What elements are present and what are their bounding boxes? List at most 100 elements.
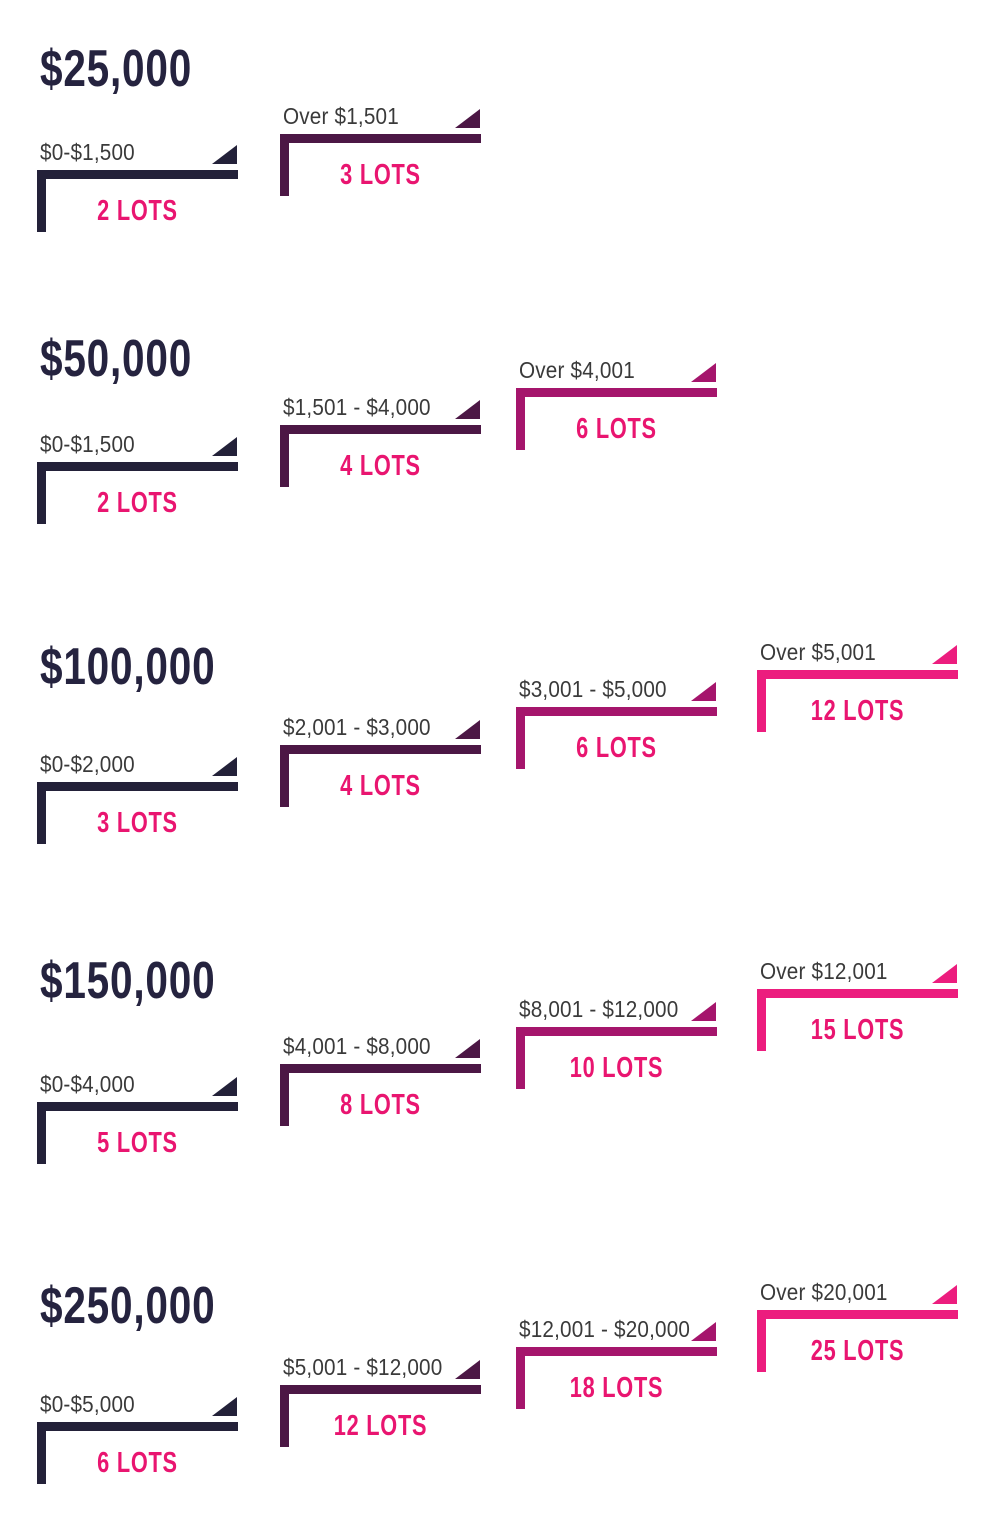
triangle-icon xyxy=(932,1285,957,1304)
step-bar-horizontal xyxy=(757,1310,958,1319)
equity-range-label: $0-$1,500 xyxy=(40,139,135,165)
lots-label: 2 LOTS xyxy=(97,487,178,519)
step-bar-horizontal xyxy=(516,1347,717,1356)
triangle-icon xyxy=(691,363,716,382)
step-bar-vertical xyxy=(37,471,46,524)
step-bar-vertical xyxy=(280,1394,289,1447)
triangle-icon xyxy=(455,1360,480,1379)
step-bar-horizontal xyxy=(280,1385,481,1394)
account-size-title: $100,000 xyxy=(40,638,216,696)
step-bar-vertical xyxy=(516,1036,525,1089)
step-bar-horizontal xyxy=(37,1422,238,1431)
tier-step: Over $1,501 3 LOTS xyxy=(280,98,481,196)
triangle-icon xyxy=(455,400,480,419)
step-bar-horizontal xyxy=(280,134,481,143)
equity-range-label: $2,001 - $3,000 xyxy=(283,714,431,740)
tier-step: $0-$1,500 2 LOTS xyxy=(37,426,238,524)
tier-step: $5,001 - $12,000 12 LOTS xyxy=(280,1349,481,1447)
step-bar-horizontal xyxy=(757,670,958,679)
step-bar-vertical xyxy=(37,1431,46,1484)
step-bar-horizontal xyxy=(37,782,238,791)
account-size-title: $50,000 xyxy=(40,330,193,388)
lots-label: 12 LOTS xyxy=(333,1410,428,1442)
step-bar-horizontal xyxy=(280,745,481,754)
triangle-icon xyxy=(212,1397,237,1416)
triangle-icon xyxy=(691,682,716,701)
equity-range-label: Over $20,001 xyxy=(760,1279,888,1305)
lots-label: 15 LOTS xyxy=(810,1014,905,1046)
triangle-icon xyxy=(212,437,237,456)
tier-step: Over $20,001 25 LOTS xyxy=(757,1274,958,1372)
step-bar-vertical xyxy=(757,679,766,732)
tier-step: $1,501 - $4,000 4 LOTS xyxy=(280,389,481,487)
tier-step: $3,001 - $5,000 6 LOTS xyxy=(516,671,717,769)
lots-label: 3 LOTS xyxy=(340,159,421,191)
equity-range-label: $0-$1,500 xyxy=(40,431,135,457)
lots-label: 5 LOTS xyxy=(97,1127,178,1159)
tier-step: $8,001 - $12,000 10 LOTS xyxy=(516,991,717,1089)
triangle-icon xyxy=(212,145,237,164)
tier-step: $2,001 - $3,000 4 LOTS xyxy=(280,709,481,807)
step-bar-horizontal xyxy=(37,462,238,471)
lots-label: 10 LOTS xyxy=(569,1052,664,1084)
step-bar-horizontal xyxy=(757,989,958,998)
equity-range-label: $0-$4,000 xyxy=(40,1071,135,1097)
equity-range-label: $1,501 - $4,000 xyxy=(283,394,431,420)
tier-step: Over $4,001 6 LOTS xyxy=(516,352,717,450)
step-bar-vertical xyxy=(516,716,525,769)
step-bar-vertical xyxy=(757,998,766,1051)
triangle-icon xyxy=(932,964,957,983)
tier-step: Over $5,001 12 LOTS xyxy=(757,634,958,732)
equity-range-label: $0-$2,000 xyxy=(40,751,135,777)
step-bar-horizontal xyxy=(280,1064,481,1073)
equity-range-label: $0-$5,000 xyxy=(40,1391,135,1417)
step-bar-vertical xyxy=(37,1111,46,1164)
equity-range-label: $3,001 - $5,000 xyxy=(519,676,667,702)
equity-range-label: $12,001 - $20,000 xyxy=(519,1316,691,1342)
triangle-icon xyxy=(212,1077,237,1096)
tier-step: $0-$1,500 2 LOTS xyxy=(37,134,238,232)
lots-label: 6 LOTS xyxy=(576,413,657,445)
lots-label: 18 LOTS xyxy=(569,1372,664,1404)
tier-step: $0-$5,000 6 LOTS xyxy=(37,1386,238,1484)
step-bar-vertical xyxy=(37,179,46,232)
step-bar-vertical xyxy=(757,1319,766,1372)
step-bar-horizontal xyxy=(37,170,238,179)
account-size-title: $25,000 xyxy=(40,40,193,98)
lots-label: 4 LOTS xyxy=(340,450,421,482)
tier-step: $4,001 - $8,000 8 LOTS xyxy=(280,1028,481,1126)
step-bar-vertical xyxy=(37,791,46,844)
step-bar-vertical xyxy=(280,754,289,807)
equity-range-label: $8,001 - $12,000 xyxy=(519,996,679,1022)
triangle-icon xyxy=(932,645,957,664)
equity-range-label: Over $1,501 xyxy=(283,103,399,129)
account-size-title: $150,000 xyxy=(40,952,216,1010)
step-bar-horizontal xyxy=(37,1102,238,1111)
step-bar-vertical xyxy=(516,1356,525,1409)
equity-range-label: Over $4,001 xyxy=(519,357,635,383)
lots-label: 8 LOTS xyxy=(340,1089,421,1121)
tier-step: $0-$4,000 5 LOTS xyxy=(37,1066,238,1164)
lots-label: 25 LOTS xyxy=(810,1335,905,1367)
tier-step: $12,001 - $20,000 18 LOTS xyxy=(516,1311,717,1409)
step-bar-horizontal xyxy=(516,1027,717,1036)
step-bar-vertical xyxy=(516,397,525,450)
triangle-icon xyxy=(455,109,480,128)
equity-range-label: Over $5,001 xyxy=(760,639,876,665)
triangle-icon xyxy=(455,1039,480,1058)
triangle-icon xyxy=(212,757,237,776)
step-bar-vertical xyxy=(280,434,289,487)
lots-label: 2 LOTS xyxy=(97,195,178,227)
tier-step: Over $12,001 15 LOTS xyxy=(757,953,958,1051)
lots-label: 6 LOTS xyxy=(97,1447,178,1479)
triangle-icon xyxy=(455,720,480,739)
equity-range-label: $4,001 - $8,000 xyxy=(283,1033,431,1059)
step-bar-vertical xyxy=(280,143,289,196)
triangle-icon xyxy=(691,1322,716,1341)
step-bar-horizontal xyxy=(516,707,717,716)
step-bar-horizontal xyxy=(516,388,717,397)
lots-label: 12 LOTS xyxy=(810,695,905,727)
equity-range-label: $5,001 - $12,000 xyxy=(283,1354,443,1380)
step-bar-vertical xyxy=(280,1073,289,1126)
triangle-icon xyxy=(691,1002,716,1021)
